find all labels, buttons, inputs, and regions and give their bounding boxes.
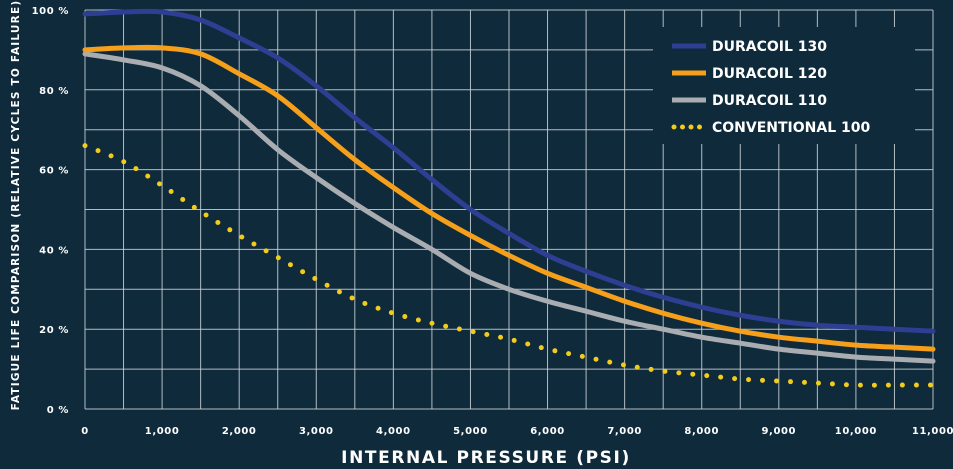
x-tick-label: 4,000 [376,426,411,437]
y-tick-label: 80 % [39,86,69,97]
x-tick-label: 7,000 [607,426,642,437]
x-tick-label: 8,000 [684,426,719,437]
y-tick-label: 20 % [39,325,69,336]
x-axis-title: INTERNAL PRESSURE (PSI) [341,448,631,468]
legend-label-duracoil-120: DURACOIL 120 [712,66,827,82]
series-line-conventional-100 [82,143,936,388]
x-tick-label: 5,000 [453,426,488,437]
x-tick-label: 10,000 [835,426,877,437]
legend-label-conventional-100: CONVENTIONAL 100 [712,120,870,136]
axis-ticks: 0 1,000 2,000 3,000 4,000 5,000 6,000 7,000 8,00… [32,6,953,437]
series-line-duracoil-120 [82,44,936,352]
y-tick-label: 60 % [39,166,69,177]
series-line-duracoil-130 [82,8,936,334]
y-tick-label: 0 % [47,405,69,416]
legend-label-duracoil-130: DURACOIL 130 [712,39,827,55]
x-tick-label: 0 [81,426,89,437]
legend-label-duracoil-110: DURACOIL 110 [712,93,827,109]
y-axis-title: FATIGUE LIFE COMPARISON (RELATIVE CYCLES… [10,0,22,410]
series-line-duracoil-110 [82,51,936,364]
x-tick-label: 1,000 [145,426,180,437]
x-tick-label: 9,000 [761,426,796,437]
series-lines [82,8,936,388]
x-tick-label: 3,000 [299,426,334,437]
x-tick-label: 11,000 [912,426,953,437]
legend: DURACOIL 130 DURACOIL 120 DURACOIL 110 CONV… [653,27,915,144]
x-tick-label: 2,000 [222,426,257,437]
x-tick-label: 6,000 [530,426,565,437]
y-tick-label: 100 % [32,6,69,17]
y-tick-label: 40 % [39,245,69,256]
